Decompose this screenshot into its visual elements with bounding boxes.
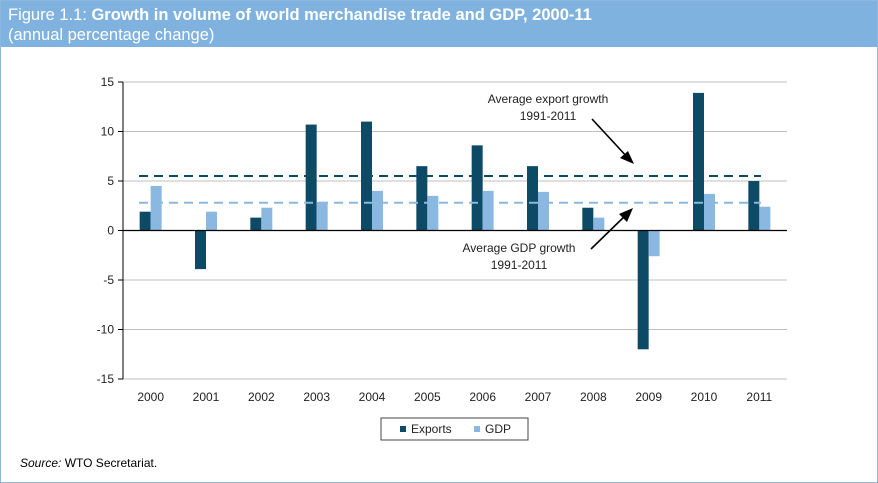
exports-bar <box>416 166 428 231</box>
exports-bar <box>582 207 594 231</box>
gdp-bar <box>261 207 273 231</box>
exports-bar <box>527 166 538 231</box>
legend-box <box>380 417 529 441</box>
export-avg-arrowhead <box>620 151 634 164</box>
gdp-bar <box>316 201 328 231</box>
gdp-avg-label-line2: 1991-2011 <box>491 258 548 272</box>
exports-bar <box>693 92 704 231</box>
gdp-bar <box>759 206 771 231</box>
x-tick-label: 2003 <box>303 390 330 404</box>
gdp-avg-arrowhead <box>619 208 633 222</box>
x-tick-label: 2004 <box>359 390 386 404</box>
x-tick-label: 2001 <box>193 390 220 404</box>
figure-label: Figure 1.1: <box>8 6 87 24</box>
y-tick-label: 0 <box>107 224 114 238</box>
source-text: WTO Secretariat. <box>64 456 158 470</box>
x-tick-label: 2005 <box>414 390 441 404</box>
y-tick-label: -10 <box>97 323 115 337</box>
x-tick-label: 2011 <box>746 390 772 404</box>
gdp-bar <box>593 217 605 231</box>
x-tick-label: 2009 <box>635 390 662 404</box>
y-tick-label: 15 <box>101 75 115 89</box>
x-tick-label: 2006 <box>469 390 496 404</box>
exports-bar <box>139 211 151 231</box>
bar-chart: 15 10 5 0 -5 -10 -15 2000 2001 2002 2003 2004 2005 20… <box>97 75 787 441</box>
gdp-bar <box>704 193 715 231</box>
exports-bar <box>250 217 262 231</box>
axis-layer: 15 10 5 0 -5 -10 -15 2000 2001 2002 2003 2004 2005 20… <box>97 75 787 404</box>
export-avg-label-line1: Average export growth <box>488 92 609 106</box>
source-label: Source: <box>20 456 62 470</box>
legend-swatch-exports <box>400 426 406 432</box>
exports-bar <box>637 230 649 350</box>
legend: Exports GDP <box>380 417 529 441</box>
legend-swatch-gdp <box>474 426 480 432</box>
y-tick-label: 5 <box>107 174 114 188</box>
grid-layer <box>123 81 787 380</box>
legend-label-exports: Exports <box>411 422 452 436</box>
gdp-bar <box>206 211 217 231</box>
x-tick-label: 2000 <box>137 390 164 404</box>
gdp-avg-label-line1: Average GDP growth <box>463 241 576 255</box>
x-tick-label: 2008 <box>580 390 607 404</box>
x-tick-label: 2010 <box>691 390 718 404</box>
exports-bar <box>471 145 483 231</box>
gdp-bar <box>538 191 549 231</box>
x-tick-label: 2007 <box>525 390 552 404</box>
gdp-bar <box>150 185 162 231</box>
gdp-avg-arrow <box>590 212 629 250</box>
exports-bar <box>195 230 206 270</box>
export-avg-label-line2: 1991-2011 <box>520 109 577 123</box>
gdp-bar <box>372 190 383 231</box>
y-tick-label: 10 <box>101 125 115 139</box>
figure-source: Source: WTO Secretariat. <box>20 456 157 470</box>
figure-header: Figure 1.1: Growth in volume of world me… <box>1 1 877 47</box>
legend-label-gdp: GDP <box>485 422 511 436</box>
export-avg-arrow <box>591 118 630 160</box>
figure-subtitle: (annual percentage change) <box>8 26 215 44</box>
y-tick-label: -15 <box>97 372 115 386</box>
figure-title-text: Growth in volume of world merchandise tr… <box>91 6 592 24</box>
gdp-bar <box>648 230 660 257</box>
reference-lines-layer <box>139 175 761 204</box>
exports-bar <box>748 181 760 231</box>
gdp-bar <box>427 195 439 231</box>
annotation-layer: Average export growth 1991-2011 Average … <box>463 92 634 272</box>
y-tick-label: -5 <box>103 273 114 287</box>
gdp-bar <box>482 190 494 231</box>
figure-title: Figure 1.1: Growth in volume of world me… <box>8 5 592 25</box>
x-tick-label: 2002 <box>248 390 275 404</box>
exports-bar <box>305 124 317 231</box>
